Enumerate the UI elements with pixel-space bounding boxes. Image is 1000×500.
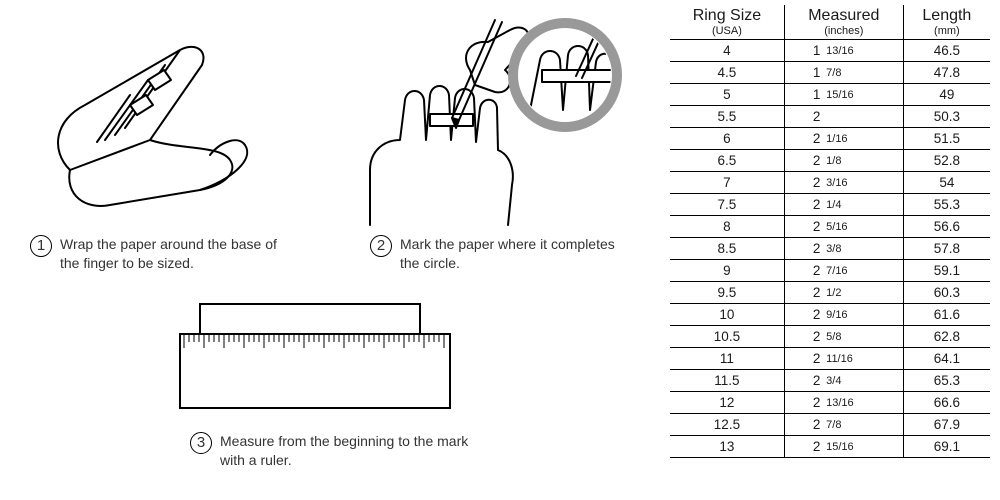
table-row: 4.51 7/847.8 — [670, 62, 990, 84]
cell-size: 8.5 — [670, 238, 784, 260]
cell-size: 8 — [670, 216, 784, 238]
table-row: 92 7/1659.1 — [670, 260, 990, 282]
cell-measured: 2 3/8 — [784, 238, 903, 260]
cell-length: 67.9 — [903, 414, 990, 436]
table-row: 62 1/1651.5 — [670, 128, 990, 150]
cell-length: 51.5 — [903, 128, 990, 150]
cell-size: 10 — [670, 304, 784, 326]
cell-length: 57.8 — [903, 238, 990, 260]
cell-length: 55.3 — [903, 194, 990, 216]
cell-length: 56.6 — [903, 216, 990, 238]
cell-size: 10.5 — [670, 326, 784, 348]
step3-label: 3 Measure from the beginning to the mark… — [190, 432, 480, 470]
cell-measured: 2 1/4 — [784, 194, 903, 216]
step3-illustration — [170, 300, 460, 425]
cell-size: 4.5 — [670, 62, 784, 84]
cell-length: 69.1 — [903, 436, 990, 458]
cell-measured: 1 7/8 — [784, 62, 903, 84]
step2-text: Mark the paper where it completes the ci… — [400, 235, 630, 273]
cell-size: 11 — [670, 348, 784, 370]
step3-number: 3 — [190, 432, 212, 454]
cell-length: 49 — [903, 84, 990, 106]
table-row: 51 15/1649 — [670, 84, 990, 106]
cell-size: 6.5 — [670, 150, 784, 172]
hand-wrap-icon — [30, 10, 280, 220]
cell-measured: 2 3/4 — [784, 370, 903, 392]
cell-measured: 2 7/16 — [784, 260, 903, 282]
cell-length: 66.6 — [903, 392, 990, 414]
table-row: 82 5/1656.6 — [670, 216, 990, 238]
cell-length: 62.8 — [903, 326, 990, 348]
table-row: 72 3/1654 — [670, 172, 990, 194]
cell-measured: 2 11/16 — [784, 348, 903, 370]
cell-size: 5 — [670, 84, 784, 106]
table-row: 9.52 1/260.3 — [670, 282, 990, 304]
col-ring-size: Ring Size (USA) — [670, 5, 784, 40]
cell-measured: 2 1/16 — [784, 128, 903, 150]
cell-measured: 2 1/2 — [784, 282, 903, 304]
table-row: 112 11/1664.1 — [670, 348, 990, 370]
step1-illustration — [30, 10, 280, 225]
cell-length: 59.1 — [903, 260, 990, 282]
cell-measured: 1 15/16 — [784, 84, 903, 106]
cell-length: 50.3 — [903, 106, 990, 128]
cell-size: 13 — [670, 436, 784, 458]
cell-measured: 2 5/8 — [784, 326, 903, 348]
cell-size: 7 — [670, 172, 784, 194]
cell-measured: 1 13/16 — [784, 40, 903, 62]
table-row: 11.52 3/465.3 — [670, 370, 990, 392]
cell-size: 12 — [670, 392, 784, 414]
cell-measured: 2 5/16 — [784, 216, 903, 238]
cell-size: 5.5 — [670, 106, 784, 128]
table-row: 132 15/1669.1 — [670, 436, 990, 458]
cell-measured: 2 3/16 — [784, 172, 903, 194]
step1-label: 1 Wrap the paper around the base of the … — [30, 235, 290, 273]
cell-length: 46.5 — [903, 40, 990, 62]
cell-measured: 2 15/16 — [784, 436, 903, 458]
step2-illustration — [330, 0, 630, 235]
cell-length: 47.8 — [903, 62, 990, 84]
cell-measured: 2 1/8 — [784, 150, 903, 172]
cell-measured: 2 13/16 — [784, 392, 903, 414]
cell-size: 4 — [670, 40, 784, 62]
table-row: 122 13/1666.6 — [670, 392, 990, 414]
step3-text: Measure from the beginning to the mark w… — [220, 432, 480, 470]
cell-size: 7.5 — [670, 194, 784, 216]
col-length: Length (mm) — [903, 5, 990, 40]
cell-size: 12.5 — [670, 414, 784, 436]
table-row: 12.52 7/867.9 — [670, 414, 990, 436]
cell-length: 60.3 — [903, 282, 990, 304]
ring-size-table: Ring Size (USA) Measured (inches) Length… — [670, 5, 990, 458]
cell-size: 9.5 — [670, 282, 784, 304]
cell-length: 64.1 — [903, 348, 990, 370]
cell-size: 9 — [670, 260, 784, 282]
table-row: 7.52 1/455.3 — [670, 194, 990, 216]
size-table-panel: Ring Size (USA) Measured (inches) Length… — [670, 5, 990, 458]
table-row: 102 9/1661.6 — [670, 304, 990, 326]
hand-mark-icon — [330, 0, 630, 230]
table-row: 6.52 1/852.8 — [670, 150, 990, 172]
col-measured: Measured (inches) — [784, 5, 903, 40]
instructions-panel: 1 Wrap the paper around the base of the … — [0, 0, 660, 500]
cell-size: 6 — [670, 128, 784, 150]
step2-label: 2 Mark the paper where it completes the … — [370, 235, 630, 273]
cell-length: 52.8 — [903, 150, 990, 172]
cell-length: 61.6 — [903, 304, 990, 326]
step1-text: Wrap the paper around the base of the fi… — [60, 235, 290, 273]
table-row: 41 13/1646.5 — [670, 40, 990, 62]
cell-measured: 2 9/16 — [784, 304, 903, 326]
ruler-icon — [170, 300, 460, 420]
table-row: 5.5250.3 — [670, 106, 990, 128]
cell-size: 11.5 — [670, 370, 784, 392]
step1-number: 1 — [30, 235, 52, 257]
cell-length: 65.3 — [903, 370, 990, 392]
table-row: 8.52 3/857.8 — [670, 238, 990, 260]
cell-measured: 2 — [784, 106, 903, 128]
step2-number: 2 — [370, 235, 392, 257]
cell-length: 54 — [903, 172, 990, 194]
table-row: 10.52 5/862.8 — [670, 326, 990, 348]
cell-measured: 2 7/8 — [784, 414, 903, 436]
